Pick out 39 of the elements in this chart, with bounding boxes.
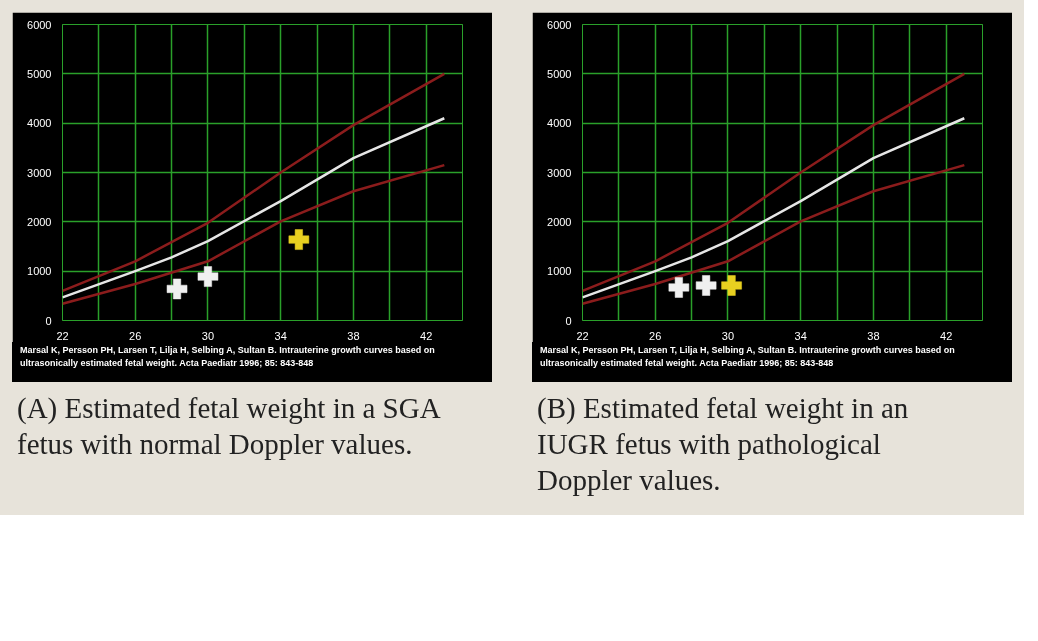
line-series: [582, 163, 966, 305]
line-series: [582, 116, 966, 299]
y-tick-label: 0: [45, 314, 52, 327]
point: [166, 278, 188, 300]
y-tick-label: 2000: [547, 215, 572, 228]
x-tick-label: 42: [940, 329, 953, 342]
y-tick-label: 1000: [27, 265, 52, 278]
x-tick-label: 30: [201, 329, 215, 342]
x-tick-label: 26: [649, 329, 662, 342]
y-tick-label: 0: [565, 314, 572, 327]
y-tick-label: 2000: [27, 215, 52, 228]
x-tick-label: 38: [867, 329, 880, 342]
y-tick-label: 5000: [547, 67, 572, 80]
point: [288, 229, 310, 250]
y-tick-label: 4000: [547, 117, 572, 130]
y-tick-label: 6000: [547, 18, 572, 31]
x-tick-label: 22: [576, 329, 589, 342]
x-tick-label: 22: [56, 329, 69, 342]
y-tick-label: 4000: [27, 117, 52, 130]
point: [197, 266, 219, 287]
x-tick-label: 38: [347, 329, 360, 342]
line-series: [62, 163, 446, 305]
y-tick-label: 5000: [27, 67, 52, 80]
text: Marsal K, Persson PH, Larsen T, Lilja H, Selbing A, Sultan B. Intrauterine growth curves based on ultrasonically estimated fetal weight. Acta Paediatr 1996; 85: 843-848: [540, 344, 956, 370]
text: (A) Estimated fetal weight in a SGA fetus with normal Doppler values.: [17, 390, 441, 462]
x-tick-label: 26: [129, 329, 142, 342]
line-series: [62, 72, 446, 293]
y-tick-label: 3000: [547, 166, 572, 179]
x-tick-label: 34: [794, 329, 807, 342]
line-series: [582, 72, 966, 293]
y-tick-label: 1000: [547, 265, 572, 278]
line-series: [62, 116, 446, 299]
y-tick-label: 3000: [27, 166, 52, 179]
x-tick-label: 42: [420, 329, 433, 342]
x-tick-label: 34: [274, 329, 287, 342]
text: (B) Estimated fetal weight in an IUGR fetus with pathological Doppler values.: [537, 390, 910, 499]
x-tick-label: 30: [721, 329, 735, 342]
y-tick-label: 6000: [27, 18, 52, 31]
text: Marsal K, Persson PH, Larsen T, Lilja H, Selbing A, Sultan B. Intrauterine growth curves based on ultrasonically estimated fetal weight. Acta Paediatr 1996; 85: 843-848: [20, 344, 436, 370]
